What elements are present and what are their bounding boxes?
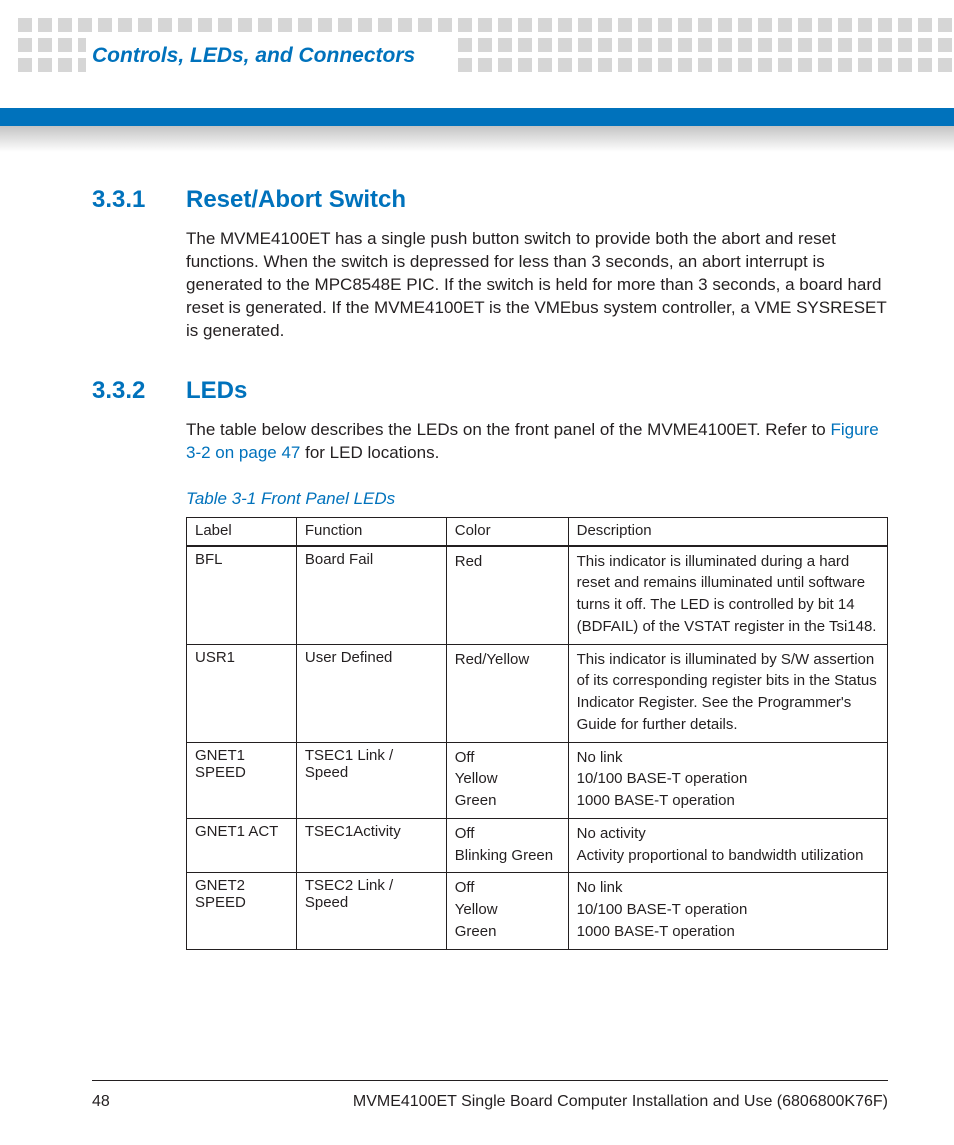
table-cell-description: No link10/100 BASE-T operation1000 BASE-… bbox=[568, 742, 887, 818]
section-title: Reset/Abort Switch bbox=[186, 186, 406, 214]
section-number: 3.3.1 bbox=[92, 186, 186, 214]
table-cell-color: OffYellowGreen bbox=[446, 873, 568, 949]
led-table: Label Function Color Description BFLBoar… bbox=[186, 517, 888, 950]
table-cell-function: User Defined bbox=[296, 644, 446, 742]
table-cell-description: This indicator is illuminated during a h… bbox=[568, 546, 887, 645]
table-cell-color: OffYellowGreen bbox=[446, 742, 568, 818]
para-text: for LED locations. bbox=[300, 443, 439, 462]
header-blue-bar bbox=[0, 108, 954, 126]
table-cell-label: USR1 bbox=[187, 644, 297, 742]
section-paragraph: The table below describes the LEDs on th… bbox=[186, 419, 888, 465]
page-number: 48 bbox=[92, 1093, 110, 1111]
section-heading: 3.3.1 Reset/Abort Switch bbox=[92, 186, 888, 214]
table-cell-description: No link10/100 BASE-T operation1000 BASE-… bbox=[568, 873, 887, 949]
content-area: 3.3.1 Reset/Abort Switch The MVME4100ET … bbox=[92, 186, 888, 950]
header-gray-gradient bbox=[0, 126, 954, 152]
table-cell-label: GNET2 SPEED bbox=[187, 873, 297, 949]
section-number: 3.3.2 bbox=[92, 377, 186, 405]
table-row: GNET2 SPEEDTSEC2 Link / SpeedOffYellowGr… bbox=[187, 873, 888, 949]
table-header-cell: Description bbox=[568, 517, 887, 546]
table-row: BFLBoard FailRedThis indicator is illumi… bbox=[187, 546, 888, 645]
table-cell-label: BFL bbox=[187, 546, 297, 645]
table-cell-color: OffBlinking Green bbox=[446, 818, 568, 873]
table-cell-function: TSEC1Activity bbox=[296, 818, 446, 873]
footer-doc-title: MVME4100ET Single Board Computer Install… bbox=[353, 1093, 888, 1111]
table-row: GNET1 SPEEDTSEC1 Link / SpeedOffYellowGr… bbox=[187, 742, 888, 818]
table-header-cell: Label bbox=[187, 517, 297, 546]
table-header-cell: Function bbox=[296, 517, 446, 546]
table-cell-color: Red/Yellow bbox=[446, 644, 568, 742]
page: Controls, LEDs, and Connectors 3.3.1 Res… bbox=[0, 0, 954, 1145]
table-cell-color: Red bbox=[446, 546, 568, 645]
section-heading: 3.3.2 LEDs bbox=[92, 377, 888, 405]
section-title: LEDs bbox=[186, 377, 247, 405]
table-cell-function: Board Fail bbox=[296, 546, 446, 645]
table-cell-label: GNET1 SPEED bbox=[187, 742, 297, 818]
table-caption: Table 3-1 Front Panel LEDs bbox=[186, 489, 888, 509]
table-row: USR1User DefinedRed/YellowThis indicator… bbox=[187, 644, 888, 742]
running-header-title: Controls, LEDs, and Connectors bbox=[92, 44, 423, 68]
section-paragraph: The MVME4100ET has a single push button … bbox=[186, 228, 888, 343]
footer-rule bbox=[92, 1080, 888, 1081]
table-cell-description: No activityActivity proportional to band… bbox=[568, 818, 887, 873]
table-cell-label: GNET1 ACT bbox=[187, 818, 297, 873]
table-header-cell: Color bbox=[446, 517, 568, 546]
para-text: The table below describes the LEDs on th… bbox=[186, 420, 830, 439]
table-row: GNET1 ACTTSEC1ActivityOffBlinking GreenN… bbox=[187, 818, 888, 873]
table-cell-description: This indicator is illuminated by S/W ass… bbox=[568, 644, 887, 742]
table-cell-function: TSEC1 Link / Speed bbox=[296, 742, 446, 818]
table-cell-function: TSEC2 Link / Speed bbox=[296, 873, 446, 949]
table-header-row: Label Function Color Description bbox=[187, 517, 888, 546]
